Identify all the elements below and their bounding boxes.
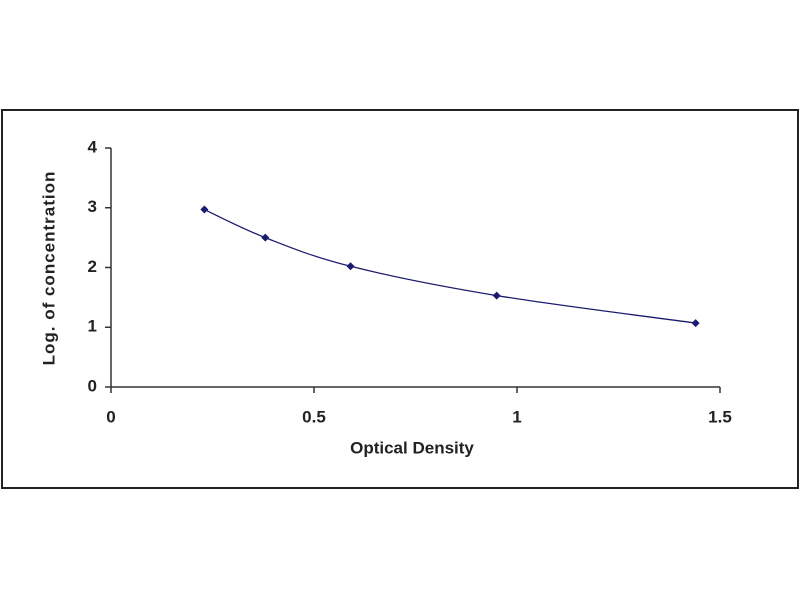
y-axis-label: Log. of concentration bbox=[39, 171, 58, 366]
y-tick-label: 2 bbox=[88, 257, 97, 276]
chart-frame bbox=[1, 109, 799, 489]
data-point bbox=[261, 233, 270, 242]
y-tick-label: 1 bbox=[88, 317, 97, 336]
y-tick-label: 0 bbox=[88, 376, 97, 395]
data-point bbox=[691, 319, 700, 328]
data-point bbox=[200, 205, 209, 214]
x-axis-label: Optical Density bbox=[350, 438, 474, 457]
y-tick-label: 3 bbox=[88, 197, 97, 216]
x-tick-label: 1.5 bbox=[708, 407, 732, 426]
x-tick-label: 1 bbox=[512, 407, 521, 426]
data-point bbox=[492, 291, 501, 300]
x-tick-label: 0.5 bbox=[302, 407, 326, 426]
data-point bbox=[346, 262, 355, 271]
fit-curve bbox=[204, 208, 696, 324]
x-tick-label: 0 bbox=[106, 407, 115, 426]
y-tick-label: 4 bbox=[88, 137, 98, 156]
